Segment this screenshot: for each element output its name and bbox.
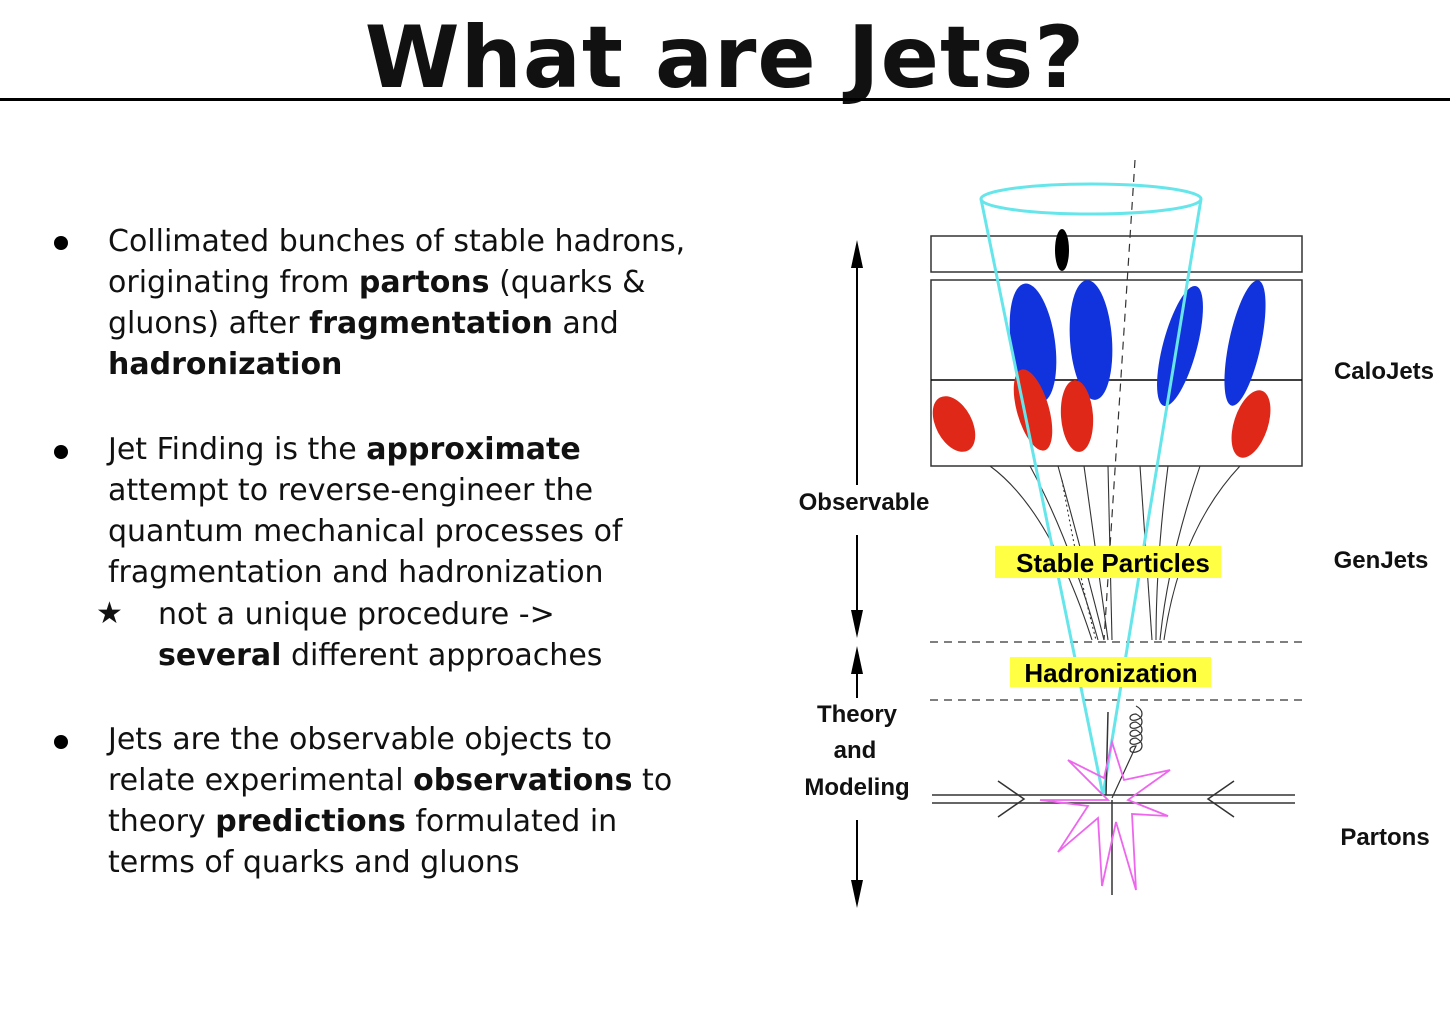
bullet-2-line-3: quantum mechanical processes of [108,511,622,552]
text-segment: fragmentation and hadronization [108,555,604,590]
gluon-burst-icon [1039,738,1171,891]
bullet-3-line-1: Jets are the observable objects to [108,719,672,760]
bullet-3-line-4: terms of quarks and gluons [108,842,672,883]
text-segment: Jet Finding is the [108,432,367,467]
jet-cone [979,182,1203,796]
theory-label-line-3: Modeling [804,774,909,801]
bullet-2-text: Jet Finding is the approximate attempt t… [108,429,622,593]
track-hit [1055,229,1069,271]
bullet-1-line-2: originating from partons (quarks & [108,262,685,303]
em-deposits [932,369,1271,458]
bold-term: several [158,638,282,673]
slide-title: What are Jets? [364,8,1086,108]
bullet-1-line-3: gluons) after fragmentation and [108,303,685,344]
text-segment: and [552,306,619,341]
hadronization-highlight [1010,657,1211,687]
bullet-2-line-2: attempt to reverse-engineer the [108,470,622,511]
hadronization-label: Hadronization [1024,658,1197,688]
theory-axis [851,646,863,908]
text-segment: formulated in [405,804,618,839]
bullet-1-line-4: hadronization [108,344,685,385]
text-segment: quantum mechanical processes of [108,514,623,549]
theory-label-line-2: and [834,737,877,764]
observable-axis [851,240,863,638]
bullet-1-text: Collimated bunches of stable hadrons, or… [108,221,685,385]
text-segment: Collimated bunches of stable hadrons, [108,224,686,259]
sub-bullet-text: not a unique procedure -> several differ… [158,594,602,676]
bullet-3-line-2: relate experimental observations to [108,760,672,801]
sub-bullet-line-2: several different approaches [158,635,602,676]
text-segment: Jets are the observable objects to [108,722,613,757]
text-segment: not a unique procedure -> [158,597,555,632]
genjets-label: GenJets [1334,547,1429,574]
text-segment: gluons) after [108,306,310,341]
bold-term: hadronization [108,347,343,382]
gluon-line [1111,705,1143,799]
text-segment: theory [108,804,216,839]
text-segment: to [632,763,673,798]
bullet-dot-3 [54,735,68,749]
hadronic-deposits [1009,280,1266,407]
stable-particles-label: Stable Particles [1016,548,1210,578]
text-segment: different approaches [281,638,603,673]
bold-term: predictions [215,804,406,839]
text-segment: (quarks & [489,265,646,300]
star-icon: ★ [96,596,123,631]
bullet-2-line-1: Jet Finding is the approximate [108,429,622,470]
title-underline [0,98,1450,101]
calorimeter-box [930,279,1303,467]
bold-term: fragmentation [309,306,553,341]
bold-term: approximate [366,432,581,467]
text-segment: originating from [108,265,359,300]
observable-label: Observable [799,489,930,516]
theory-label-line-1: Theory [817,701,898,728]
partons-label: Partons [1340,824,1429,851]
calojets-label: CaloJets [1334,358,1434,385]
bullet-2-line-4: fragmentation and hadronization [108,552,622,593]
bold-term: partons [358,265,490,300]
bullet-3-line-3: theory predictions formulated in [108,801,672,842]
text-segment: relate experimental [108,763,414,798]
sub-bullet-line-1: not a unique procedure -> [158,594,602,635]
jet-axis [1103,159,1136,641]
text-segment: terms of quarks and gluons [108,845,520,880]
bullet-dot-2 [54,445,68,459]
bold-term: observations [413,763,633,798]
bullet-dot-1 [54,236,68,250]
text-segment: attempt to reverse-engineer the [108,473,594,508]
tracker-layer [930,235,1303,273]
stable-particles-highlight [995,546,1221,578]
bullet-1-line-1: Collimated bunches of stable hadrons, [108,221,685,262]
bullet-3-text: Jets are the observable objects to relat… [108,719,672,883]
